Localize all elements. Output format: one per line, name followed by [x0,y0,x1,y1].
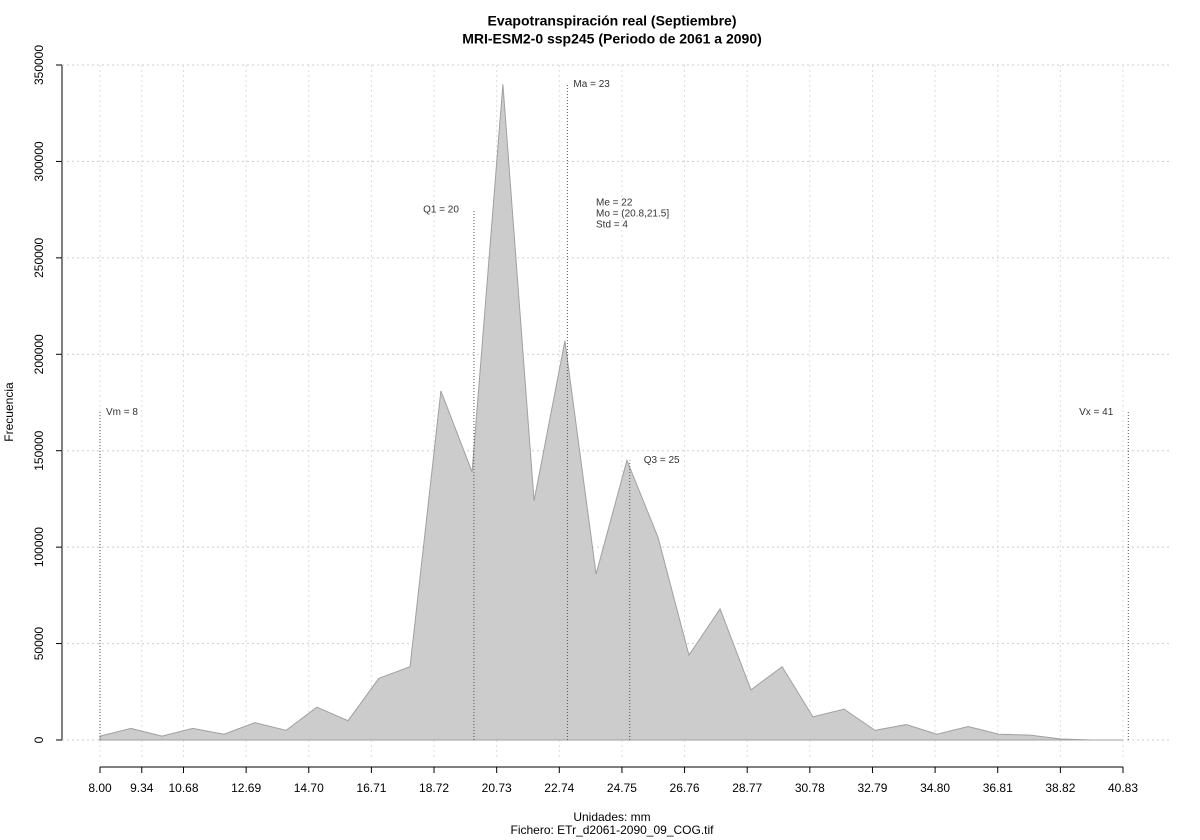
stats-text: Me = 22 [596,198,633,209]
stats-text: Mo = (20.8,21.5] [596,209,669,220]
x-tick-label: 16.71 [356,781,386,795]
x-tick-label: 36.81 [983,781,1013,795]
y-tick-label: 100000 [32,527,46,567]
x-axis-label: Unidades: mm [573,810,650,824]
x-tick-label: 34.80 [920,781,950,795]
y-tick-label: 300000 [32,141,46,181]
y-tick-label: 150000 [32,430,46,470]
x-tick-label: 28.77 [732,781,762,795]
x-tick-label: 24.75 [607,781,637,795]
annotation-label: Ma = 23 [573,79,610,90]
x-tick-label: 18.72 [419,781,449,795]
y-axis-label: Frecuencia [2,382,16,442]
x-tick-label: 10.68 [168,781,198,795]
stats-text: Std = 4 [596,220,628,231]
x-tick-label: 32.79 [857,781,887,795]
y-tick-label: 0 [32,736,46,743]
y-tick-label: 250000 [32,238,46,278]
x-tick-label: 38.82 [1045,781,1075,795]
chart-subtitle: MRI-ESM2-0 ssp245 (Periodo de 2061 a 209… [462,31,762,47]
area [99,84,1123,741]
x-tick-label: 26.76 [670,781,700,795]
x-tick-label: 9.34 [130,781,154,795]
x-tick-label: 12.69 [231,781,261,795]
y-tick-label: 200000 [32,334,46,374]
x-tick-label: 30.78 [795,781,825,795]
y-tick-label: 50000 [32,627,46,661]
x-tick-label: 14.70 [294,781,324,795]
caption: Fichero: ETr_d2061-2090_09_COG.tif [511,823,715,837]
x-tick-label: 8.00 [88,781,112,795]
x-tick-label: 20.73 [482,781,512,795]
x-tick-label: 22.74 [544,781,574,795]
x-tick-label: 40.83 [1108,781,1138,795]
y-tick-label: 350000 [32,45,46,85]
annotation-label: Q1 = 20 [423,204,459,215]
annotation-label: Vm = 8 [106,407,138,418]
chart-title: Evapotranspiración real (Septiembre) [488,13,737,29]
annotation-label: Q3 = 25 [644,455,680,466]
annotation-label: Vx = 41 [1079,407,1114,418]
